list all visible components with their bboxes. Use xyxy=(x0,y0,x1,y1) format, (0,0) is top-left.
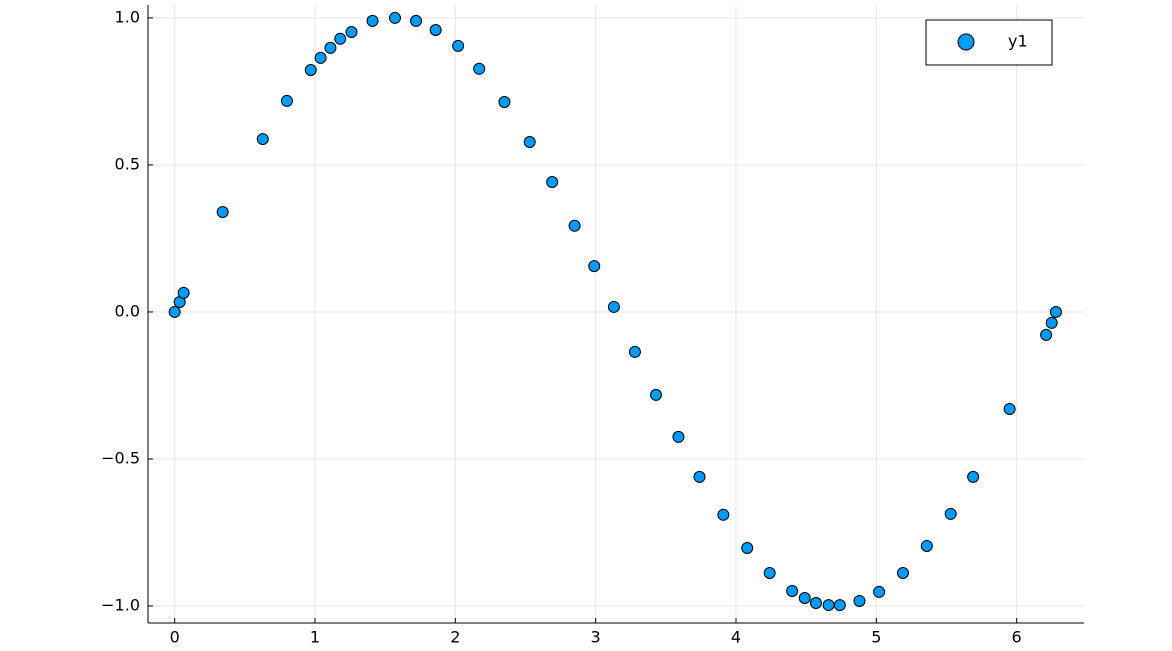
point xyxy=(607,300,620,313)
x-tick-label: 6 xyxy=(1012,628,1022,647)
point xyxy=(452,39,465,52)
legend-label: y1 xyxy=(1008,32,1028,51)
point xyxy=(388,11,401,24)
point xyxy=(967,470,980,483)
point xyxy=(216,205,229,218)
point xyxy=(853,594,866,607)
legend-marker xyxy=(957,33,975,51)
y-tick-label: 1.0 xyxy=(115,7,140,26)
point xyxy=(280,94,293,107)
point xyxy=(786,584,799,597)
point xyxy=(896,567,909,580)
point xyxy=(717,508,730,521)
y-tick-label: −0.5 xyxy=(101,448,140,467)
point xyxy=(809,597,822,610)
x-tick-label: 0 xyxy=(170,628,180,647)
legend-box xyxy=(925,19,1053,66)
x-tick-label: 1 xyxy=(310,628,320,647)
point xyxy=(523,136,536,149)
y-tick-label: 0.5 xyxy=(115,154,140,173)
point xyxy=(798,592,811,605)
point xyxy=(693,470,706,483)
point xyxy=(168,305,181,318)
x-tick-label: 2 xyxy=(450,628,460,647)
point xyxy=(649,388,662,401)
point xyxy=(1045,316,1058,329)
point xyxy=(873,585,886,598)
point xyxy=(628,345,641,358)
point xyxy=(920,539,933,552)
point xyxy=(741,542,754,555)
point xyxy=(366,14,379,27)
point xyxy=(177,286,190,299)
point xyxy=(1003,402,1016,415)
point xyxy=(304,63,317,76)
point xyxy=(429,23,442,36)
point xyxy=(944,507,957,520)
point xyxy=(672,430,685,443)
x-tick-label: 5 xyxy=(871,628,881,647)
x-tick-label: 3 xyxy=(591,628,601,647)
point xyxy=(256,133,269,146)
point xyxy=(498,96,511,109)
point xyxy=(324,41,337,54)
point xyxy=(546,175,559,188)
point xyxy=(1049,305,1062,318)
point xyxy=(334,32,347,45)
point xyxy=(822,599,835,612)
point xyxy=(410,14,423,27)
y-tick-label: −1.0 xyxy=(101,595,140,614)
point xyxy=(314,51,327,64)
point xyxy=(345,26,358,39)
point xyxy=(763,567,776,580)
y-tick-label: 0.0 xyxy=(115,301,140,320)
point xyxy=(833,599,846,612)
x-tick-label: 4 xyxy=(731,628,741,647)
point xyxy=(568,219,581,232)
point xyxy=(1040,328,1053,341)
point xyxy=(588,260,601,273)
point xyxy=(473,62,486,75)
